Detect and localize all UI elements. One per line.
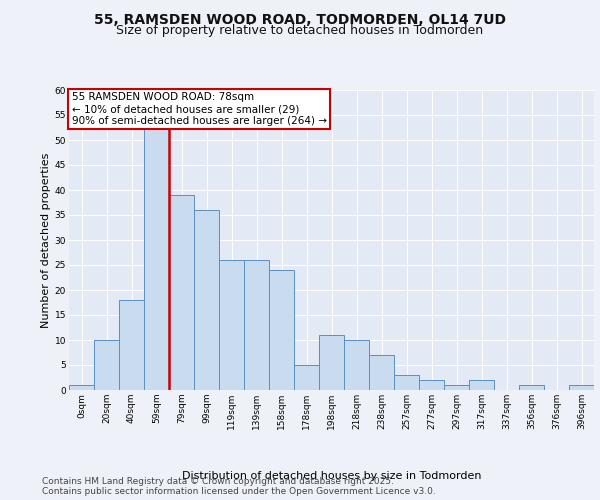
Bar xyxy=(519,385,544,390)
Bar xyxy=(444,385,469,390)
Bar xyxy=(269,270,294,390)
Bar xyxy=(469,380,494,390)
Bar xyxy=(319,335,344,390)
Text: Size of property relative to detached houses in Todmorden: Size of property relative to detached ho… xyxy=(116,24,484,37)
Bar xyxy=(94,340,119,390)
Bar xyxy=(69,385,94,390)
Bar xyxy=(119,300,144,390)
Bar xyxy=(219,260,244,390)
Bar xyxy=(569,385,594,390)
Bar xyxy=(169,195,194,390)
Bar xyxy=(419,380,444,390)
Bar xyxy=(394,375,419,390)
Bar xyxy=(244,260,269,390)
Text: 55 RAMSDEN WOOD ROAD: 78sqm
← 10% of detached houses are smaller (29)
90% of sem: 55 RAMSDEN WOOD ROAD: 78sqm ← 10% of det… xyxy=(71,92,326,126)
Text: 55, RAMSDEN WOOD ROAD, TODMORDEN, OL14 7UD: 55, RAMSDEN WOOD ROAD, TODMORDEN, OL14 7… xyxy=(94,12,506,26)
Y-axis label: Number of detached properties: Number of detached properties xyxy=(41,152,50,328)
Bar xyxy=(294,365,319,390)
Bar xyxy=(344,340,369,390)
Text: Contains HM Land Registry data © Crown copyright and database right 2025.
Contai: Contains HM Land Registry data © Crown c… xyxy=(42,476,436,496)
X-axis label: Distribution of detached houses by size in Todmorden: Distribution of detached houses by size … xyxy=(182,471,481,481)
Bar xyxy=(144,115,169,390)
Bar xyxy=(369,355,394,390)
Bar xyxy=(194,210,219,390)
